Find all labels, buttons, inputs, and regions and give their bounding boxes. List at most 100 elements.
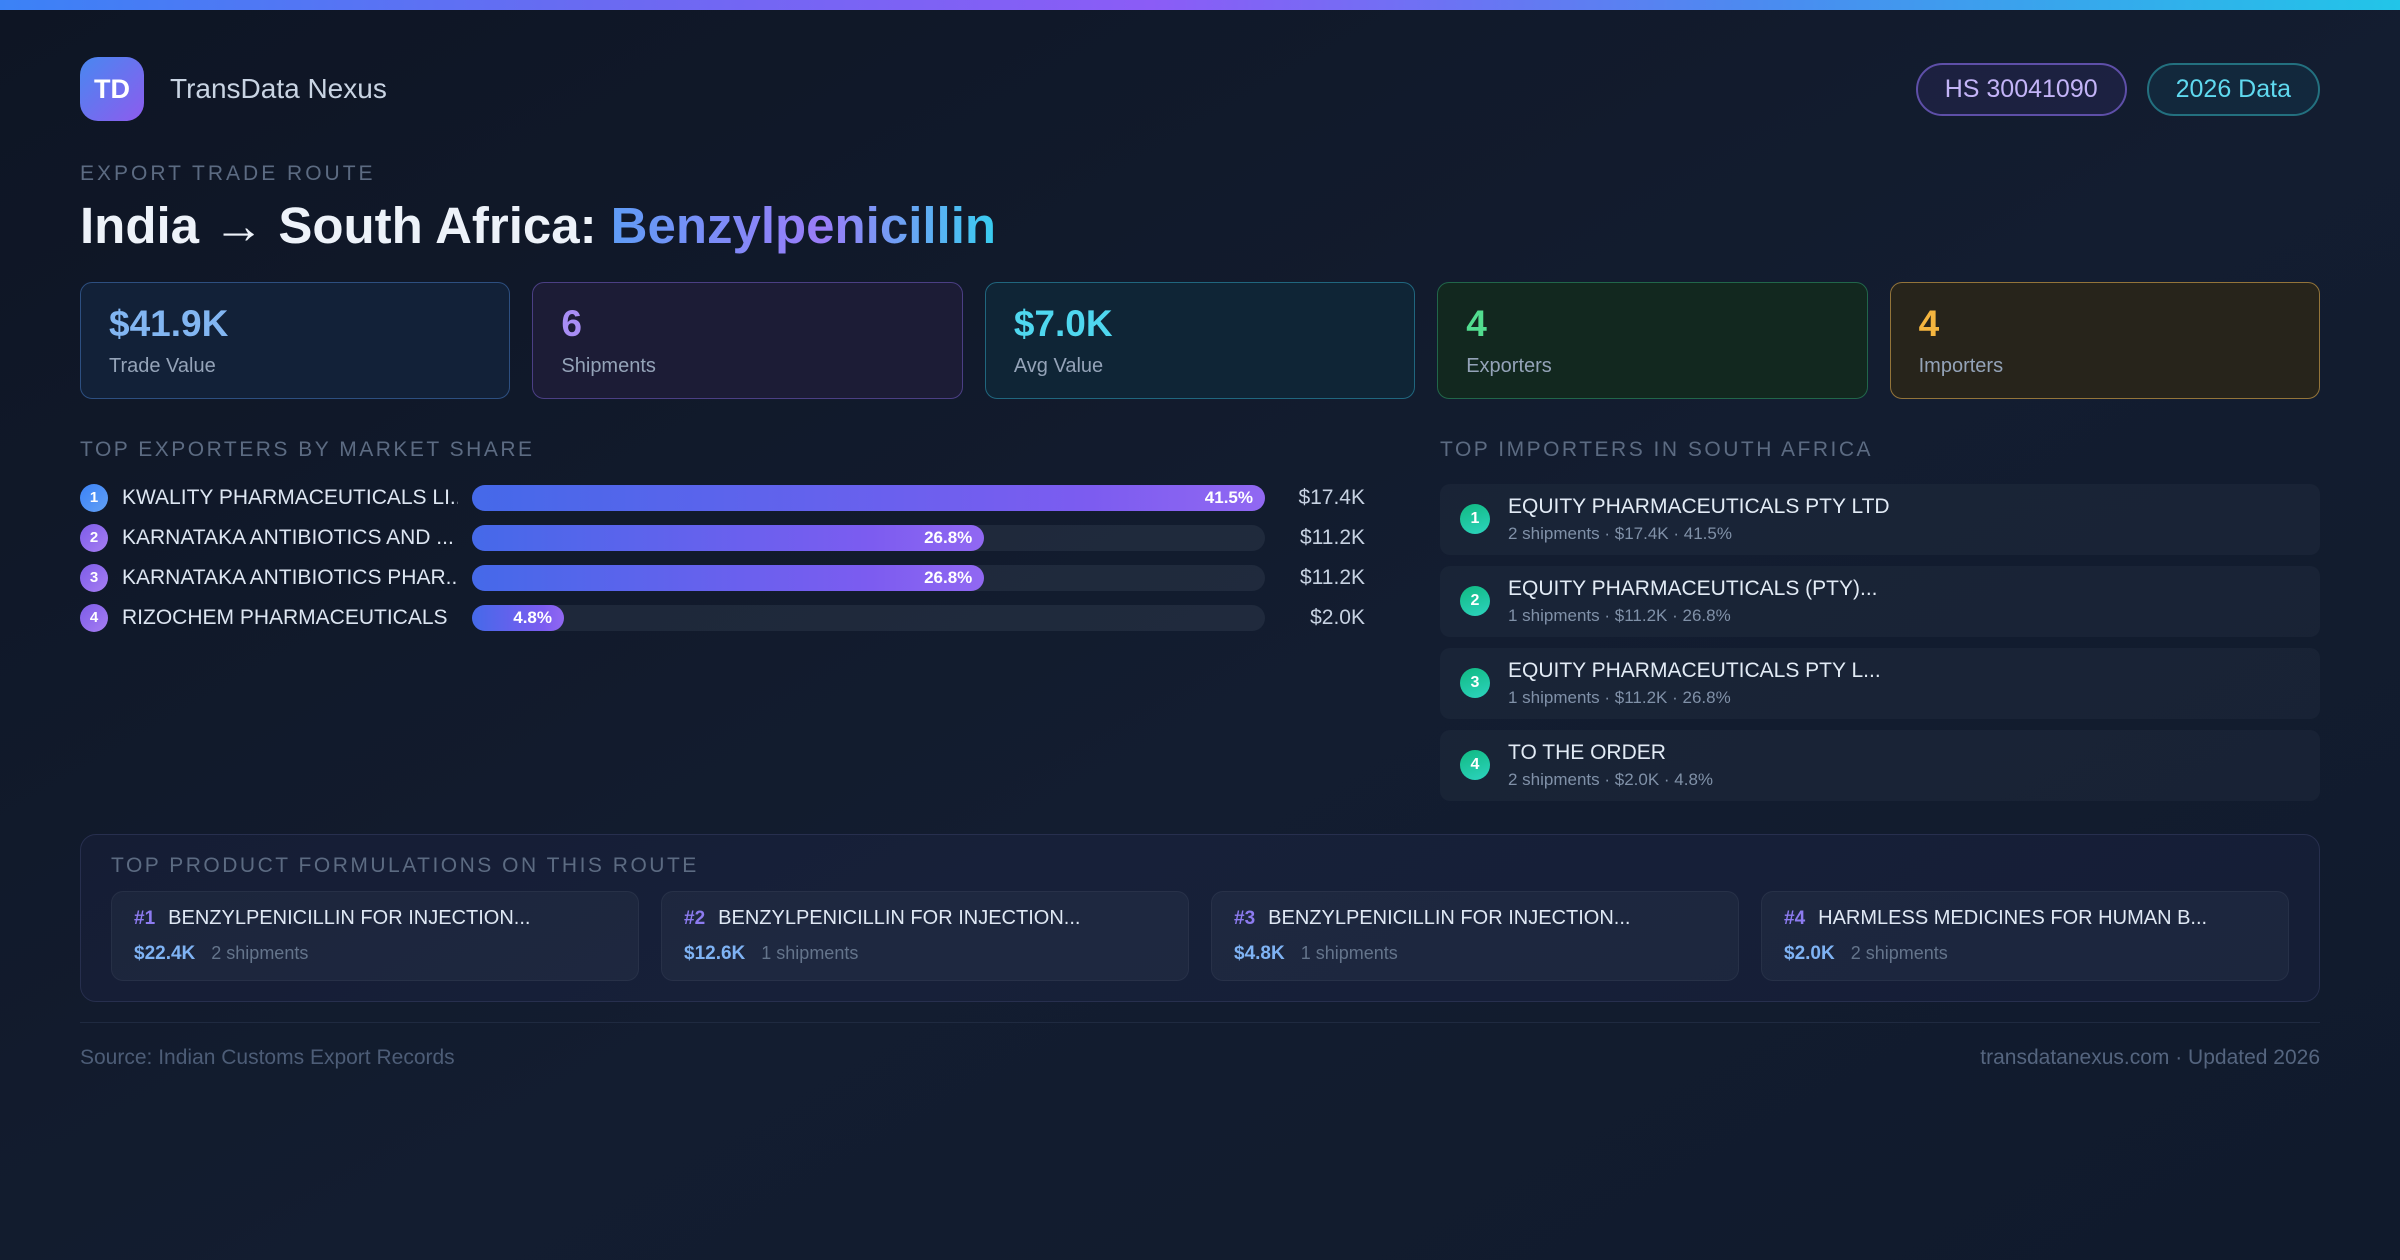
market-share-bar-track: 26.8% — [472, 564, 1265, 591]
rank-badge: 2 — [80, 523, 108, 552]
footer-source: Source: Indian Customs Export Records — [80, 1045, 455, 1069]
formulation-shipments: 1 shipments — [761, 942, 859, 963]
exporter-value: $2.0K — [1310, 605, 1365, 629]
formulation-name: HARMLESS MEDICINES FOR HUMAN B... — [1818, 906, 2208, 929]
formulation-rank: #3 — [1234, 907, 1256, 929]
importer-name: EQUITY PHARMACEUTICALS PTY L... — [1508, 658, 1881, 682]
year-data-badge[interactable]: 2026 Data — [2146, 62, 2320, 116]
exporter-row[interactable]: 4 RIZOCHEM PHARMACEUTICALS 4.8% $2.0K — [80, 603, 1365, 632]
stat-value: $7.0K — [1013, 303, 1113, 345]
top-accent-bar — [0, 0, 2400, 10]
market-share-bar-fill: 41.5% — [472, 484, 1265, 511]
importer-row[interactable]: 4 TO THE ORDER 2 shipments · $2.0K · 4.8… — [1440, 729, 2320, 801]
importer-row[interactable]: 3 EQUITY PHARMACEUTICALS PTY L... 1 ship… — [1440, 647, 2320, 719]
exporters-list: 1 KWALITY PHARMACEUTICALS LI... 41.5% $1… — [80, 483, 1365, 632]
importer-meta: 2 shipments · $2.0K · 4.8% — [1508, 769, 1714, 789]
exporter-value: $17.4K — [1298, 485, 1365, 509]
stat-card-exporters: 4 Exporters — [1437, 282, 1868, 399]
importers-section: TOP IMPORTERS IN SOUTH AFRICA 1 EQUITY P… — [1440, 438, 2320, 812]
stat-value: 6 — [561, 303, 582, 345]
stat-value: $41.9K — [109, 303, 229, 345]
formulation-rank: #1 — [134, 907, 156, 929]
exporters-section-title: TOP EXPORTERS BY MARKET SHARE — [80, 437, 535, 461]
exporter-row[interactable]: 3 KARNATAKA ANTIBIOTICS PHAR... 26.8% $1… — [80, 563, 1365, 592]
header: TD TransData Nexus HS 30041090 2026 Data — [80, 10, 2320, 121]
formulations-title: TOP PRODUCT FORMULATIONS ON THIS ROUTE — [111, 853, 699, 877]
stat-card-shipments: 6 Shipments — [532, 282, 963, 399]
formulation-shipments: 1 shipments — [1300, 942, 1398, 963]
formulation-card[interactable]: #4 HARMLESS MEDICINES FOR HUMAN B... $2.… — [1761, 890, 2289, 981]
formulation-name: BENZYLPENICILLIN FOR INJECTION... — [1268, 906, 1631, 929]
exporter-name: KWALITY PHARMACEUTICALS LI... — [122, 485, 458, 509]
importer-meta: 1 shipments · $11.2K · 26.8% — [1508, 687, 1731, 707]
stat-label: Importers — [1918, 354, 2004, 377]
market-share-bar-fill: 4.8% — [472, 604, 564, 631]
stat-label: Trade Value — [109, 354, 216, 377]
exporters-section: TOP EXPORTERS BY MARKET SHARE 1 KWALITY … — [80, 438, 1365, 644]
main-columns: TOP EXPORTERS BY MARKET SHARE 1 KWALITY … — [80, 438, 2320, 812]
formulation-value: $22.4K — [134, 942, 196, 964]
hs-code-badge[interactable]: HS 30041090 — [1915, 62, 2127, 116]
stat-card-trade-value: $41.9K Trade Value — [80, 282, 511, 399]
market-share-bar-track: 26.8% — [472, 524, 1265, 551]
importer-name: TO THE ORDER — [1508, 740, 1666, 764]
importer-meta: 2 shipments · $17.4K · 41.5% — [1508, 523, 1732, 543]
importer-name: EQUITY PHARMACEUTICALS (PTY)... — [1508, 576, 1878, 600]
exporter-name: RIZOCHEM PHARMACEUTICALS — [122, 605, 448, 629]
route-title: India → South Africa: — [80, 197, 597, 254]
formulations-panel: TOP PRODUCT FORMULATIONS ON THIS ROUTE #… — [80, 833, 2320, 1002]
formulation-card[interactable]: #3 BENZYLPENICILLIN FOR INJECTION... $4.… — [1211, 890, 1739, 981]
formulation-rank: #4 — [1784, 907, 1806, 929]
stat-label: Avg Value — [1013, 354, 1104, 377]
stat-value: 4 — [1466, 303, 1487, 345]
importer-meta: 1 shipments · $11.2K · 26.8% — [1508, 605, 1731, 625]
formulation-value: $4.8K — [1234, 942, 1285, 964]
importer-rank-badge: 3 — [1460, 668, 1490, 699]
share-percent-label: 4.8% — [513, 607, 552, 627]
stat-label: Exporters — [1466, 354, 1552, 377]
stats-row: $41.9K Trade Value 6 Shipments $7.0K Avg… — [80, 282, 2321, 399]
stat-card-importers: 4 Importers — [1889, 282, 2321, 399]
market-share-bar-track: 41.5% — [472, 484, 1265, 511]
footer: Source: Indian Customs Export Records tr… — [80, 1021, 2320, 1070]
formulation-card[interactable]: #1 BENZYLPENICILLIN FOR INJECTION... $22… — [111, 890, 639, 981]
page-title: India → South Africa: Benzylpenicillin — [80, 197, 2320, 254]
stat-value: 4 — [1918, 303, 1940, 345]
importer-row[interactable]: 1 EQUITY PHARMACEUTICALS PTY LTD 2 shipm… — [1440, 483, 2320, 555]
product-highlight: Benzylpenicillin — [610, 197, 997, 254]
formulation-value: $12.6K — [684, 942, 746, 964]
market-share-bar-track: 4.8% — [472, 604, 1265, 631]
rank-badge: 4 — [80, 603, 108, 632]
importers-section-title: TOP IMPORTERS IN SOUTH AFRICA — [1440, 437, 1874, 461]
importer-name: EQUITY PHARMACEUTICALS PTY LTD — [1508, 494, 1890, 518]
formulation-shipments: 2 shipments — [211, 942, 309, 963]
importers-list: 1 EQUITY PHARMACEUTICALS PTY LTD 2 shipm… — [1440, 483, 2320, 801]
page-container: TD TransData Nexus HS 30041090 2026 Data… — [0, 10, 2400, 1070]
formulation-name: BENZYLPENICILLIN FOR INJECTION... — [718, 906, 1081, 929]
exporter-name: KARNATAKA ANTIBIOTICS AND ... — [122, 525, 454, 549]
stat-label: Shipments — [561, 354, 656, 377]
exporter-row[interactable]: 1 KWALITY PHARMACEUTICALS LI... 41.5% $1… — [80, 483, 1365, 512]
formulation-name: BENZYLPENICILLIN FOR INJECTION... — [168, 906, 531, 929]
brand[interactable]: TD TransData Nexus — [80, 57, 387, 121]
formulation-shipments: 2 shipments — [1850, 942, 1948, 963]
header-badges: HS 30041090 2026 Data — [1915, 62, 2320, 116]
formulation-card[interactable]: #2 BENZYLPENICILLIN FOR INJECTION... $12… — [661, 890, 1189, 981]
market-share-bar-fill: 26.8% — [472, 524, 985, 551]
share-percent-label: 26.8% — [924, 567, 973, 587]
formulation-rank: #2 — [684, 907, 706, 929]
formulations-list: #1 BENZYLPENICILLIN FOR INJECTION... $22… — [111, 890, 2289, 981]
market-share-bar-fill: 26.8% — [472, 564, 985, 591]
exporter-value: $11.2K — [1300, 565, 1365, 589]
exporter-value: $11.2K — [1300, 525, 1365, 549]
exporter-name: KARNATAKA ANTIBIOTICS PHAR... — [122, 565, 458, 589]
share-percent-label: 41.5% — [1204, 487, 1253, 507]
importer-rank-badge: 4 — [1460, 750, 1490, 781]
app-logo: TD — [80, 57, 144, 121]
footer-site-link[interactable]: transdatanexus.com · Updated 2026 — [1980, 1045, 2320, 1069]
importer-row[interactable]: 2 EQUITY PHARMACEUTICALS (PTY)... 1 ship… — [1440, 565, 2320, 637]
brand-name: TransData Nexus — [170, 73, 387, 104]
eyebrow-label: EXPORT TRADE ROUTE — [80, 162, 376, 185]
stat-card-avg-value: $7.0K Avg Value — [984, 282, 1416, 399]
exporter-row[interactable]: 2 KARNATAKA ANTIBIOTICS AND ... 26.8% $1… — [80, 523, 1365, 552]
